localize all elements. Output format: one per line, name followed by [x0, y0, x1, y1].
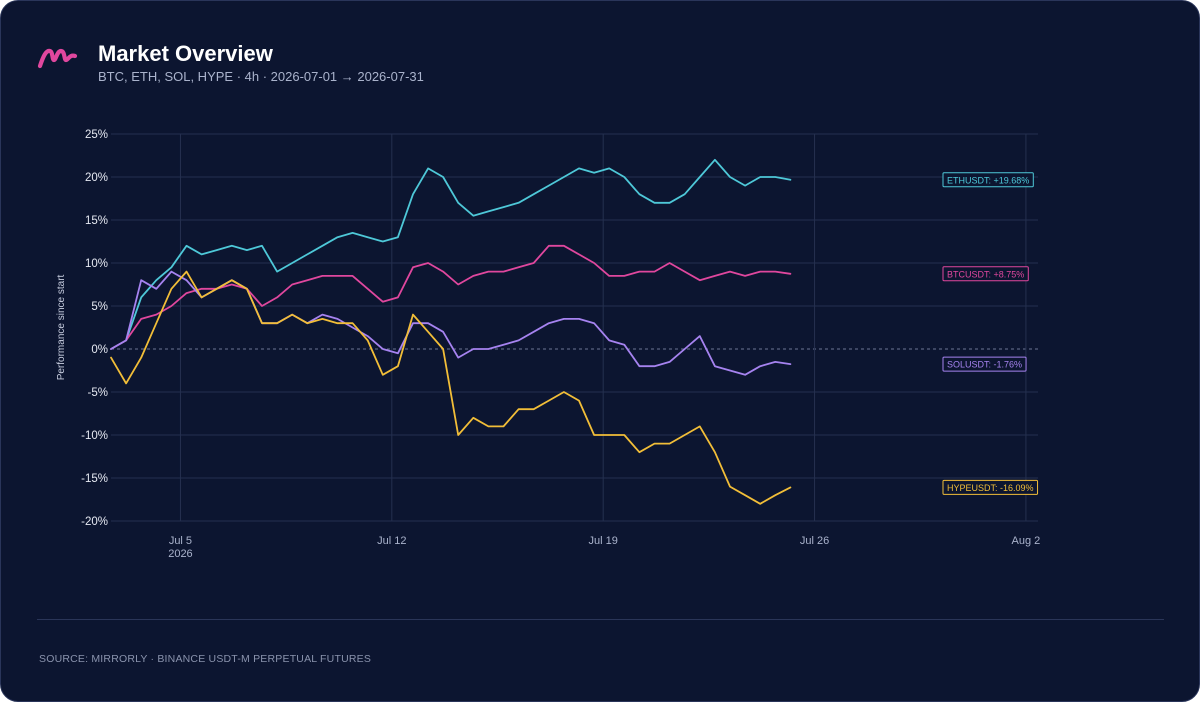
- end-label-text: SOLUSDT: -1.76%: [947, 360, 1022, 370]
- end-label-text: ETHUSDT: +19.68%: [947, 175, 1029, 185]
- y-tick-label: 10%: [85, 258, 108, 270]
- mirrorly-logo-icon: [37, 48, 78, 69]
- chart-title: Market Overview: [98, 41, 273, 66]
- x-tick-label: Aug 2: [1012, 535, 1041, 547]
- series-line-btcusdt: [110, 244, 792, 350]
- y-tick-label: 0%: [91, 344, 108, 356]
- y-tick-label: 25%: [85, 129, 108, 141]
- y-tick-label: 20%: [85, 172, 108, 184]
- end-label-text: BTCUSDT: +8.75%: [947, 269, 1024, 279]
- series-line-hypeusdt: [110, 270, 792, 505]
- end-label-box: [942, 479, 1039, 495]
- series-lines: [110, 158, 792, 505]
- x-tick-label: Jul 5: [169, 535, 192, 547]
- end-labels: ETHUSDT: +19.68% BTCUSDT: +8.75% SOLUSDT: …: [942, 172, 1039, 495]
- end-label-box: [942, 172, 1034, 188]
- x-tick-label: Jul 26: [800, 535, 829, 547]
- series-line-ethusdt: [110, 158, 792, 350]
- end-label-box: [942, 356, 1027, 372]
- y-axis-title: Performance since start: [56, 274, 67, 380]
- y-tick-label: -15%: [81, 473, 108, 485]
- footer-divider: [37, 619, 1164, 620]
- series-line-solusdt: [110, 270, 792, 376]
- source-note: SOURCE: MIRRORLY · BINANCE USDT-M PERPET…: [39, 653, 372, 665]
- end-label-box: [942, 266, 1029, 282]
- x-tick-sublabel: 2026: [168, 548, 192, 560]
- x-tick-label: Jul 19: [589, 535, 618, 547]
- end-label-hypeusdt: HYPEUSDT: -16.09%: [942, 479, 1039, 495]
- y-tick-label: 15%: [85, 215, 108, 227]
- end-label-btcusdt: BTCUSDT: +8.75%: [942, 266, 1029, 282]
- y-tick-label: -10%: [81, 430, 108, 442]
- grid: [111, 133, 1038, 522]
- y-tick-label: -20%: [81, 516, 108, 528]
- end-label-text: HYPEUSDT: -16.09%: [947, 483, 1034, 493]
- performance-line-chart: 25% 20% 15% 10% 5% 0% -5% -10% -15% -20% Jul 52026…: [56, 129, 1040, 560]
- end-label-solusdt: SOLUSDT: -1.76%: [942, 356, 1027, 372]
- y-tick-label: -5%: [88, 387, 108, 399]
- end-label-ethusdt: ETHUSDT: +19.68%: [942, 172, 1034, 188]
- y-tick-label: 5%: [91, 301, 108, 313]
- x-tick-label: Jul 12: [377, 535, 406, 547]
- axes: 25% 20% 15% 10% 5% 0% -5% -10% -15% -20% Jul 52026…: [56, 129, 1040, 560]
- chart-subtitle: BTC, ETH, SOL, HYPE · 4h · 2026-07-01 → …: [98, 69, 424, 84]
